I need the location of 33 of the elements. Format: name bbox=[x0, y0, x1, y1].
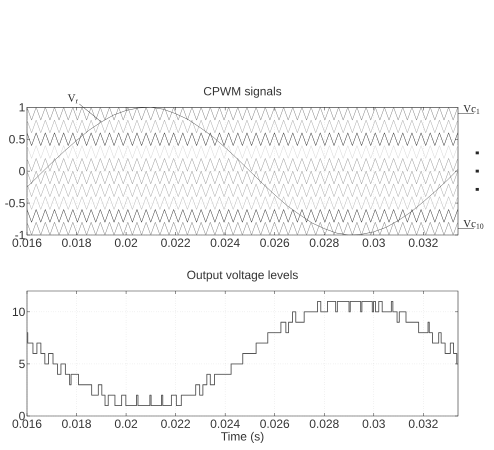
x-tick-label: 0.026 bbox=[260, 420, 290, 428]
y-tick-label: 0.5 bbox=[9, 134, 25, 144]
series-label: Vc$_{1}$ bbox=[463, 105, 480, 114]
x-tick-label: 0.028 bbox=[310, 420, 339, 428]
y-tick-label: -1 bbox=[15, 230, 25, 240]
chart-title: Output voltage levels bbox=[187, 270, 298, 282]
x-tick-label: 0.022 bbox=[161, 420, 190, 428]
x-tick-label: 0.03 bbox=[362, 420, 385, 428]
x-tick-label: 0.028 bbox=[310, 238, 339, 247]
x-tick-label: 0.032 bbox=[408, 238, 438, 247]
y-tick-label: 5 bbox=[19, 360, 25, 368]
text: V$_{r}$ bbox=[68, 94, 78, 104]
x-tick-label: 0.022 bbox=[161, 238, 190, 247]
x-tick-label: 0.016 bbox=[12, 420, 42, 428]
x-tick-label: 0.018 bbox=[62, 420, 91, 428]
x-tick-label: 0.02 bbox=[114, 238, 138, 247]
series-label: Vc$_{10}$ bbox=[463, 220, 484, 229]
x-tick-label: 0.016 bbox=[12, 238, 42, 247]
y-tick-label: 0 bbox=[19, 166, 25, 176]
chart-title: CPWM signals bbox=[204, 86, 282, 98]
y-tick-label: -0.5 bbox=[5, 198, 25, 208]
text: · · · bbox=[476, 151, 479, 191]
x-tick-label: 0.03 bbox=[362, 238, 385, 247]
x-axis-title: Time (s) bbox=[221, 432, 264, 443]
y-tick-label: 1 bbox=[20, 103, 25, 112]
x-tick-label: 0.032 bbox=[408, 420, 438, 428]
x-tick-label: 0.02 bbox=[114, 420, 138, 428]
x-tick-label: 0.024 bbox=[210, 420, 240, 428]
y-tick-label: 0 bbox=[19, 412, 25, 420]
y-tick-label: 10 bbox=[12, 308, 25, 316]
x-tick-label: 0.024 bbox=[210, 238, 240, 247]
x-tick-label: 0.026 bbox=[260, 238, 290, 247]
x-tick-label: 0.018 bbox=[62, 238, 91, 247]
